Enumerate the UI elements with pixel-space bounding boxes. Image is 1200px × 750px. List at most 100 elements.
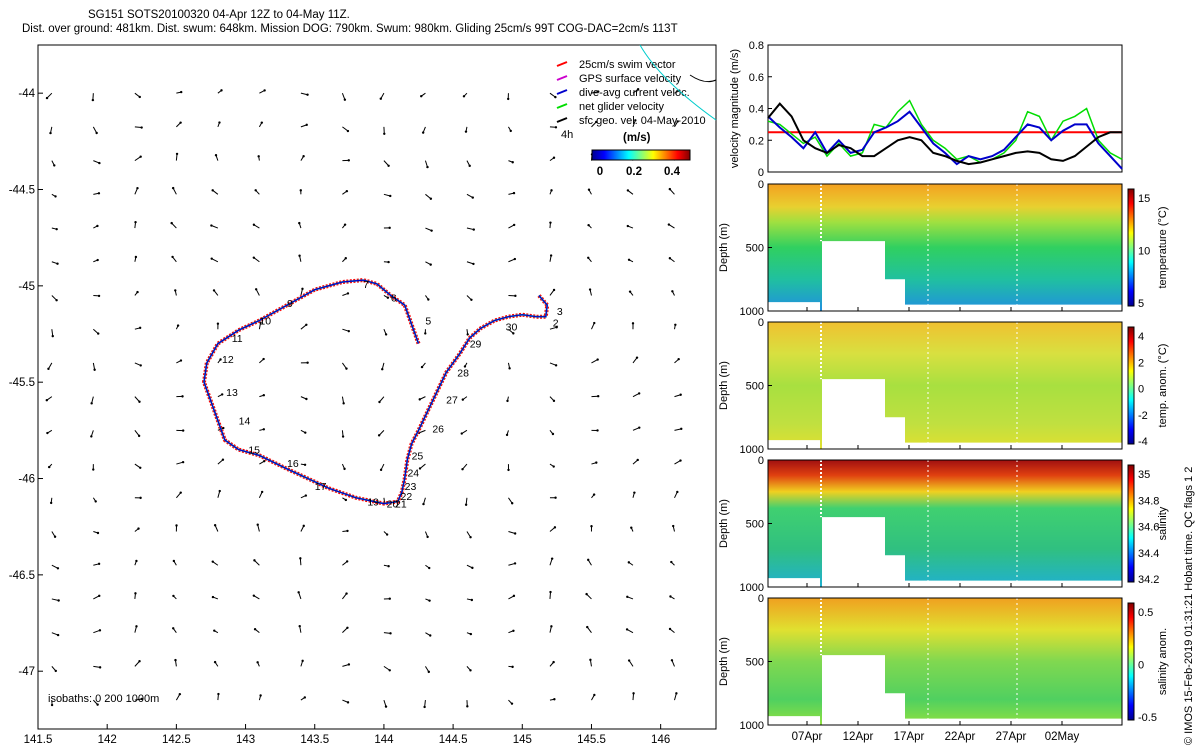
- current-arrow-head: [679, 459, 682, 462]
- current-arrow-head: [513, 257, 517, 261]
- waypoint-label: 17: [315, 481, 327, 493]
- current-arrow-head: [514, 294, 517, 298]
- current-arrow-head: [260, 490, 264, 494]
- current-arrow-head: [98, 594, 101, 598]
- current-arrow-head: [554, 126, 558, 129]
- current-arrow-head: [551, 432, 555, 436]
- current-arrow-head: [222, 426, 225, 430]
- depth-tick-label: 500: [746, 243, 764, 255]
- credit-note: © IMOS 15-Feb-2019 01:31:21 Hobart time.…: [1183, 466, 1195, 745]
- depth-tick-label: 1000: [740, 720, 764, 732]
- colorbar-unit: (m/s): [623, 132, 651, 144]
- colorbar-tick-label: 2: [1138, 357, 1144, 369]
- current-arrow-head: [181, 429, 185, 432]
- data-gap: [768, 302, 820, 311]
- current-arrow-head: [466, 705, 469, 708]
- current-arrow-head: [472, 228, 475, 231]
- current-arrow-head: [175, 524, 178, 527]
- current-arrow-head: [627, 258, 631, 261]
- chart-title: SG151 SOTS20100320 04-Apr 12Z to 04-May …: [88, 9, 350, 21]
- temperature-section: [768, 184, 1122, 311]
- waypoint-label: 20: [387, 499, 399, 511]
- waypoint-label: 14: [239, 416, 251, 428]
- current-arrow-head: [179, 491, 182, 494]
- waypoint-label: 9: [287, 298, 293, 310]
- current-arrow-head: [306, 93, 309, 96]
- current-arrow-head: [587, 558, 590, 562]
- legend-entry: 25cm/s swim vector: [579, 59, 676, 71]
- colorbar-tick-label: 0.5: [1138, 607, 1153, 619]
- current-arrow-head: [667, 223, 671, 226]
- current-arrow-head: [140, 126, 143, 129]
- current-arrow-head: [179, 90, 183, 94]
- current-arrow-head: [56, 567, 60, 570]
- current-arrow-head: [586, 625, 589, 629]
- current-arrow-head: [554, 496, 557, 499]
- data-gap: [822, 379, 1122, 449]
- current-arrow-head: [670, 659, 674, 662]
- current-arrow-head: [636, 87, 640, 91]
- current-arrow-head: [54, 669, 57, 673]
- current-arrow-head: [139, 466, 142, 469]
- current-arrow-head: [263, 459, 266, 463]
- current-arrow-head: [469, 536, 472, 539]
- current-arrow-head: [472, 262, 475, 266]
- waypoint-label: 25: [412, 450, 424, 462]
- waypoint-label: 15: [248, 445, 260, 457]
- colorbar-tick-label: 35: [1138, 469, 1150, 481]
- map-x-tick-label: 141.5: [24, 734, 53, 746]
- current-arrow-head: [212, 289, 216, 292]
- current-arrow-head: [254, 288, 258, 291]
- map-y-tick-label: -45.5: [9, 377, 35, 389]
- depth-tick-label: 500: [746, 519, 764, 531]
- temp-anomaly-colorbar: [1127, 326, 1135, 445]
- current-arrow-head: [211, 189, 214, 192]
- current-arrow-head: [171, 186, 175, 190]
- current-arrow-head: [378, 400, 381, 404]
- legend-entry: dive-avg current veloc.: [579, 87, 690, 99]
- date-tick-label: 17Apr: [894, 731, 925, 743]
- depth-axis-label: Depth (m): [718, 361, 730, 410]
- current-arrow-head: [468, 164, 471, 168]
- current-arrow-head: [625, 628, 629, 631]
- current-arrow-head: [674, 323, 677, 326]
- current-arrow-head: [179, 359, 183, 362]
- current-arrow-head: [213, 629, 216, 632]
- current-arrow-head: [387, 260, 390, 264]
- current-arrow-head: [589, 658, 592, 662]
- current-arrow-head: [679, 393, 682, 396]
- current-arrow-head: [346, 129, 350, 133]
- current-arrow-head: [211, 595, 215, 599]
- legend-entry-suffix: 4h: [561, 129, 573, 141]
- waypoint-label: 22: [401, 491, 413, 503]
- current-arrow-head: [387, 164, 390, 167]
- current-arrow-head: [219, 358, 222, 361]
- current-arrow-head: [172, 627, 175, 630]
- temperature-colorbar: [1127, 188, 1135, 307]
- current-arrow-head: [303, 696, 307, 699]
- current-arrow-head: [587, 256, 590, 260]
- current-arrow-head: [634, 119, 637, 122]
- current-arrow-head: [211, 560, 214, 563]
- salinity-colorbar-label: salinity: [1157, 506, 1169, 540]
- current-arrow-head: [512, 332, 515, 335]
- depth-axis-label: Depth (m): [718, 499, 730, 548]
- current-arrow-head: [636, 458, 639, 462]
- current-arrow-head: [388, 597, 391, 600]
- map-x-tick-label: 142: [98, 734, 117, 746]
- current-arrow-head: [260, 121, 264, 124]
- waypoint-label: 23: [405, 481, 417, 493]
- current-arrow-head: [221, 458, 225, 461]
- salinity-anomaly-colorbar: [1127, 602, 1135, 721]
- current-arrow-head: [297, 591, 300, 594]
- current-arrow-head: [218, 489, 221, 493]
- current-arrow-head: [299, 189, 302, 192]
- current-arrow-head: [384, 705, 388, 708]
- current-arrow-head: [554, 364, 558, 367]
- depth-tick-label: 500: [746, 381, 764, 393]
- current-arrow-head: [550, 189, 553, 192]
- current-arrow-head: [56, 262, 59, 265]
- current-arrow-head: [137, 527, 140, 530]
- current-arrow-head: [136, 186, 139, 190]
- current-arrow-head: [299, 557, 302, 560]
